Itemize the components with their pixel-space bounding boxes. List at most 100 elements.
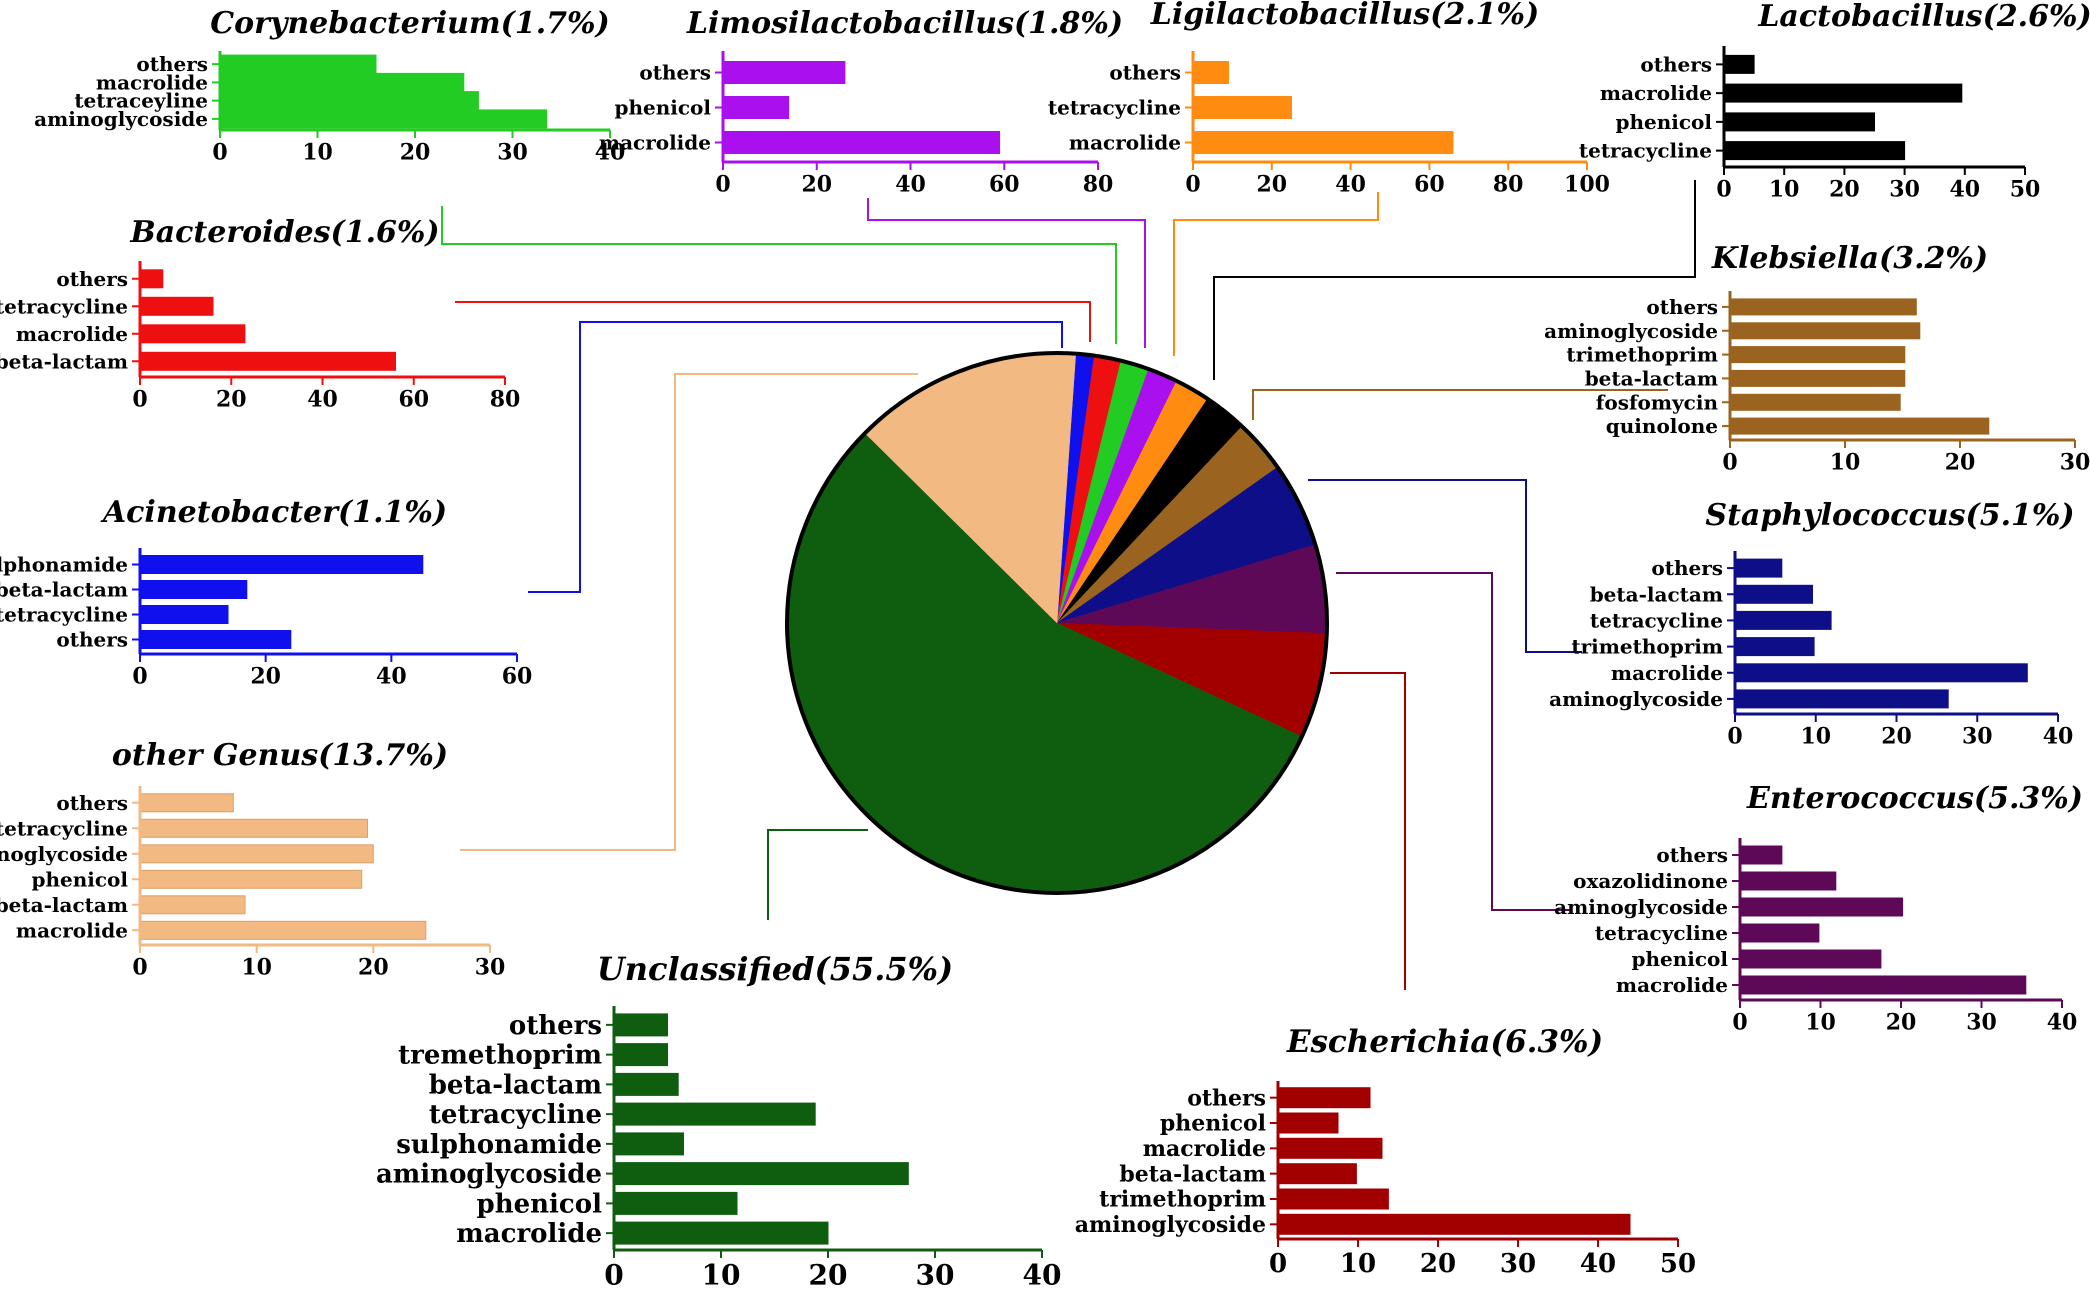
ligilactobacillus-xtick-label: 80 <box>1493 172 1524 198</box>
escherichia-bar-chart: Escherichia(6.3%) othersphenicolmacrolide… <box>1075 1024 1696 1279</box>
leader-line-other-genus <box>460 373 918 851</box>
ligilactobacillus-xtick-label: 100 <box>1564 172 1610 198</box>
leader-line-bacteroides <box>455 301 1091 342</box>
leader-line-enterococcus <box>1336 572 1572 911</box>
other-genus-xtick-label: 10 <box>241 955 272 981</box>
corynebacterium-xtick-label: 30 <box>497 140 528 166</box>
bacteroides-category-label: others <box>56 267 128 291</box>
staphylococcus-category-label: beta-lactam <box>1590 582 1723 606</box>
ligilactobacillus-xtick-label: 20 <box>1256 172 1287 198</box>
escherichia-bar-aminoglycoside <box>1277 1213 1631 1235</box>
unclassified-bar-tremethoprim <box>613 1043 668 1067</box>
unclassified-bar-aminoglycoside <box>613 1162 909 1186</box>
klebsiella-category-label: aminoglycoside <box>1544 319 1718 343</box>
corynebacterium-title: Corynebacterium(1.7%) <box>210 6 610 41</box>
unclassified-xtick-label: 20 <box>809 1258 848 1291</box>
klebsiella-category-label: beta-lactam <box>1585 366 1718 390</box>
enterococcus-xtick-label: 30 <box>1966 1010 1997 1036</box>
lactobacillus-bar-chart: Lactobacillus(2.6%) others macrolide phenic… <box>1579 0 2090 203</box>
bacteroides-category-label: beta-lactam <box>0 349 128 373</box>
unclassified-xtick-label: 30 <box>916 1258 955 1291</box>
bacteroides-xtick-label: 40 <box>307 387 338 413</box>
klebsiella-bar-trimethoprim <box>1729 346 1906 364</box>
klebsiella-title: Klebsiella(3.2%) <box>1711 241 1988 276</box>
escherichia-xtick-label: 50 <box>1660 1249 1696 1279</box>
lactobacillus-xtick-label: 20 <box>1829 177 1860 203</box>
corynebacterium-xtick-label: 10 <box>302 140 333 166</box>
enterococcus-xtick-label: 40 <box>2047 1010 2078 1036</box>
bacteroides-title: Bacteroides(1.6%) <box>129 215 439 250</box>
ligilactobacillus-xtick-label: 0 <box>1185 172 1200 198</box>
klebsiella-category-label: trimethoprim <box>1566 343 1718 367</box>
limosilactobacillus-bar-others <box>722 61 846 84</box>
lactobacillus-category-label: macrolide <box>1600 81 1712 105</box>
unclassified-category-label: others <box>509 1011 602 1041</box>
lactobacillus-xtick-label: 10 <box>1769 177 1800 203</box>
unclassified-category-label: tetracycline <box>429 1100 602 1130</box>
staphylococcus-bar-beta-lactam <box>1734 584 1813 604</box>
enterococcus-bar-tetracycline <box>1739 923 1820 943</box>
corynebacterium-xtick-label: 0 <box>212 140 227 166</box>
ligilactobacillus-xtick-label: 40 <box>1335 172 1366 198</box>
unclassified-category-label: beta-lactam <box>429 1070 602 1100</box>
other-genus-category-label: beta-lactam <box>0 893 128 917</box>
other-genus-bar-chart: other Genus(13.7%) otherstetracyclineamin… <box>0 738 505 981</box>
staphylococcus-bar-aminoglycoside <box>1734 689 1949 709</box>
acinetobacter-xtick-label: 40 <box>376 664 407 690</box>
staphylococcus-xtick-label: 40 <box>2043 724 2074 750</box>
unclassified-category-label: aminoglycoside <box>376 1160 602 1190</box>
enterococcus-category-label: oxazolidinone <box>1573 869 1728 893</box>
klebsiella-bar-others <box>1729 298 1917 316</box>
klebsiella-category-label: quinolone <box>1606 414 1718 438</box>
lactobacillus-xtick-label: 40 <box>1949 177 1980 203</box>
corynebacterium-bar-tetraceyline <box>219 91 479 111</box>
unclassified-bar-tetracycline <box>613 1102 816 1126</box>
lactobacillus-category-label: tetracycline <box>1579 139 1712 163</box>
corynebacterium-category-label: macrolide <box>96 70 208 94</box>
bacteroides-bar-others <box>139 269 164 289</box>
limosilactobacillus-bar-phenicol <box>722 96 790 119</box>
enterococcus-bar-others <box>1739 845 1783 865</box>
enterococcus-category-label: macrolide <box>1616 973 1728 997</box>
limosilactobacillus-xtick-label: 80 <box>1083 172 1114 198</box>
acinetobacter-bar-chart: Acinetobacter(1.1%) sulphonamidebeta-lact… <box>0 495 532 690</box>
staphylococcus-category-label: tetracycline <box>1590 608 1723 632</box>
klebsiella-xtick-label: 20 <box>1945 450 1976 476</box>
other-genus-category-label: tetracycline <box>0 816 128 840</box>
escherichia-category-label: aminoglycoside <box>1075 1212 1266 1238</box>
corynebacterium-bar-chart: Corynebacterium(1.7%)othersmacrolidetetr… <box>34 6 625 166</box>
unclassified-xtick-label: 10 <box>702 1258 741 1291</box>
limosilactobacillus-bar-macrolide <box>722 131 1001 154</box>
lactobacillus-category-label: phenicol <box>1615 110 1712 134</box>
escherichia-xtick-label: 0 <box>1269 1249 1287 1279</box>
klebsiella-bar-beta-lactam <box>1729 369 1906 387</box>
klebsiella-category-label: fosfomycin <box>1596 390 1719 414</box>
other-genus-bar-aminoglycoside <box>139 844 374 864</box>
ligilactobacillus-bar-tetracycline <box>1192 96 1292 119</box>
corynebacterium-xtick-label: 20 <box>400 140 431 166</box>
escherichia-category-label: macrolide <box>1143 1136 1266 1162</box>
staphylococcus-category-label: trimethoprim <box>1571 635 1723 659</box>
corynebacterium-category-label: tetraceyline <box>74 89 208 113</box>
escherichia-xtick-label: 20 <box>1420 1249 1456 1279</box>
limosilactobacillus-category-label: macrolide <box>599 131 711 155</box>
acinetobacter-category-label: others <box>56 628 128 652</box>
enterococcus-bar-oxazolidinone <box>1739 871 1837 891</box>
enterococcus-xtick-label: 20 <box>1886 1010 1917 1036</box>
other-genus-category-label: macrolide <box>16 918 128 942</box>
unclassified-bar-sulphonamide <box>613 1132 684 1156</box>
acinetobacter-category-label: tetracycline <box>0 603 128 627</box>
unclassified-category-label: phenicol <box>477 1189 603 1219</box>
unclassified-category-label: tremethoprim <box>398 1041 602 1071</box>
escherichia-bar-macrolide <box>1277 1137 1383 1159</box>
staphylococcus-bar-others <box>1734 558 1783 578</box>
pie-chart <box>785 351 1329 895</box>
corynebacterium-bar-aminoglycoside <box>219 109 548 129</box>
unclassified-category-label: sulphonamide <box>396 1130 602 1160</box>
unclassified-xtick-label: 0 <box>604 1258 623 1291</box>
bacteroides-xtick-label: 60 <box>398 387 429 413</box>
klebsiella-bar-quinolone <box>1729 417 1990 435</box>
ligilactobacillus-bar-others <box>1192 61 1229 84</box>
limosilactobacillus-bar-chart: Limosilactobacillus(1.8%) others phenicol m… <box>599 6 1123 198</box>
